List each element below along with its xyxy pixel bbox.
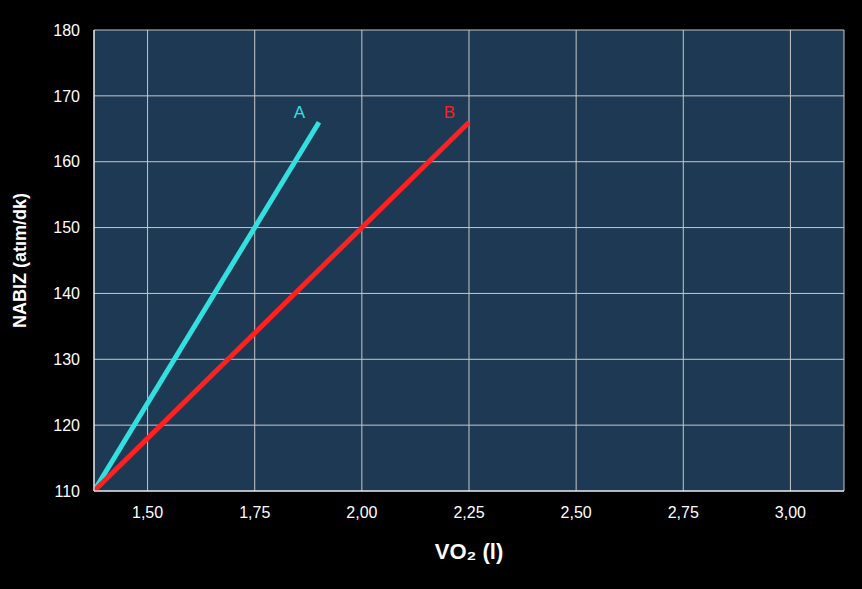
svg-text:130: 130 [53, 351, 80, 368]
svg-text:2,25: 2,25 [453, 504, 484, 521]
svg-text:VO₂ (l): VO₂ (l) [435, 539, 503, 564]
svg-text:2,75: 2,75 [668, 504, 699, 521]
svg-text:1,50: 1,50 [132, 504, 163, 521]
svg-text:NABIZ (atım/dk): NABIZ (atım/dk) [10, 193, 30, 328]
svg-text:B: B [444, 103, 455, 122]
svg-text:3,00: 3,00 [775, 504, 806, 521]
svg-text:180: 180 [53, 22, 80, 39]
svg-text:110: 110 [54, 483, 80, 500]
svg-text:170: 170 [53, 88, 80, 105]
svg-text:1,75: 1,75 [239, 504, 270, 521]
svg-text:140: 140 [53, 285, 80, 302]
svg-text:150: 150 [53, 219, 80, 236]
svg-text:160: 160 [53, 153, 80, 170]
svg-text:2,50: 2,50 [561, 504, 592, 521]
svg-text:A: A [294, 103, 306, 122]
svg-text:120: 120 [53, 417, 80, 434]
svg-text:2,00: 2,00 [346, 504, 377, 521]
